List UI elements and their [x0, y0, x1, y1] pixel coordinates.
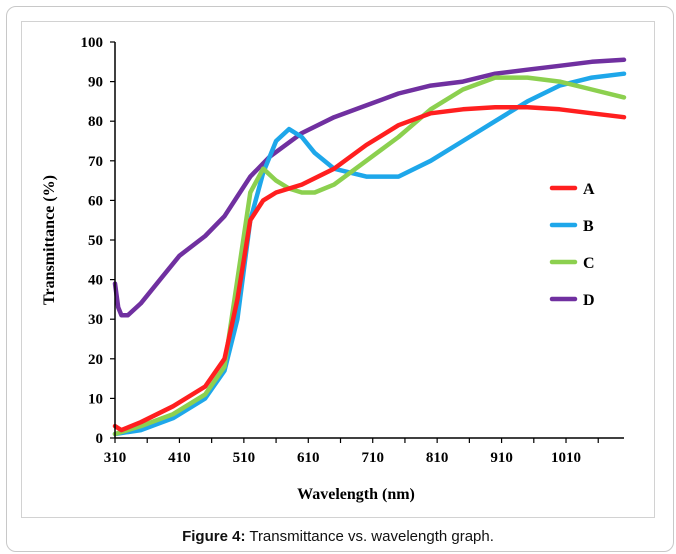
transmittance-chart: 0 10 20 30 40 50 60 70 80 90 100 310 410 510 610 710 810… — [41, 35, 627, 503]
y-tick-label: 10 — [88, 391, 103, 407]
x-tick-label: 1010 — [551, 450, 581, 466]
y-tick-label: 60 — [88, 193, 103, 209]
y-tick-label: 30 — [88, 312, 103, 328]
series-line-c — [112, 75, 627, 437]
plot-panel — [21, 21, 655, 518]
x-tick-label: 510 — [233, 450, 256, 466]
x-tick-label: 910 — [490, 450, 513, 466]
series-line-a — [112, 105, 627, 433]
x-axis-label: Wavelength (nm) — [297, 486, 415, 503]
caption-label: Figure 4: — [182, 528, 246, 545]
series-line-d — [112, 57, 627, 318]
legend-label-d: D — [583, 292, 595, 309]
series-line-b — [112, 71, 627, 437]
y-tick-label: 80 — [88, 114, 103, 130]
y-tick-label: 70 — [88, 154, 103, 170]
x-tick-label: 710 — [361, 450, 384, 466]
y-axis-label: Transmittance (%) — [41, 175, 58, 305]
caption-text: Transmittance vs. wavelength graph. — [245, 528, 494, 545]
y-tick-label: 50 — [88, 233, 103, 249]
y-tick-label: 100 — [81, 35, 104, 51]
legend-label-b: B — [583, 218, 594, 235]
x-tick-label: 310 — [104, 450, 127, 466]
legend-label-a: A — [583, 181, 595, 198]
y-tick-label: 90 — [88, 75, 103, 91]
legend-label-c: C — [583, 255, 595, 272]
x-tick-label: 810 — [426, 450, 449, 466]
x-tick-label: 410 — [168, 450, 191, 466]
x-tick-label: 610 — [297, 450, 320, 466]
figure-caption: Figure 4: Transmittance vs. wavelength g… — [0, 528, 676, 545]
y-tick-label: 20 — [88, 352, 103, 368]
y-tick-label: 40 — [88, 273, 103, 289]
y-tick-label: 0 — [96, 431, 104, 447]
